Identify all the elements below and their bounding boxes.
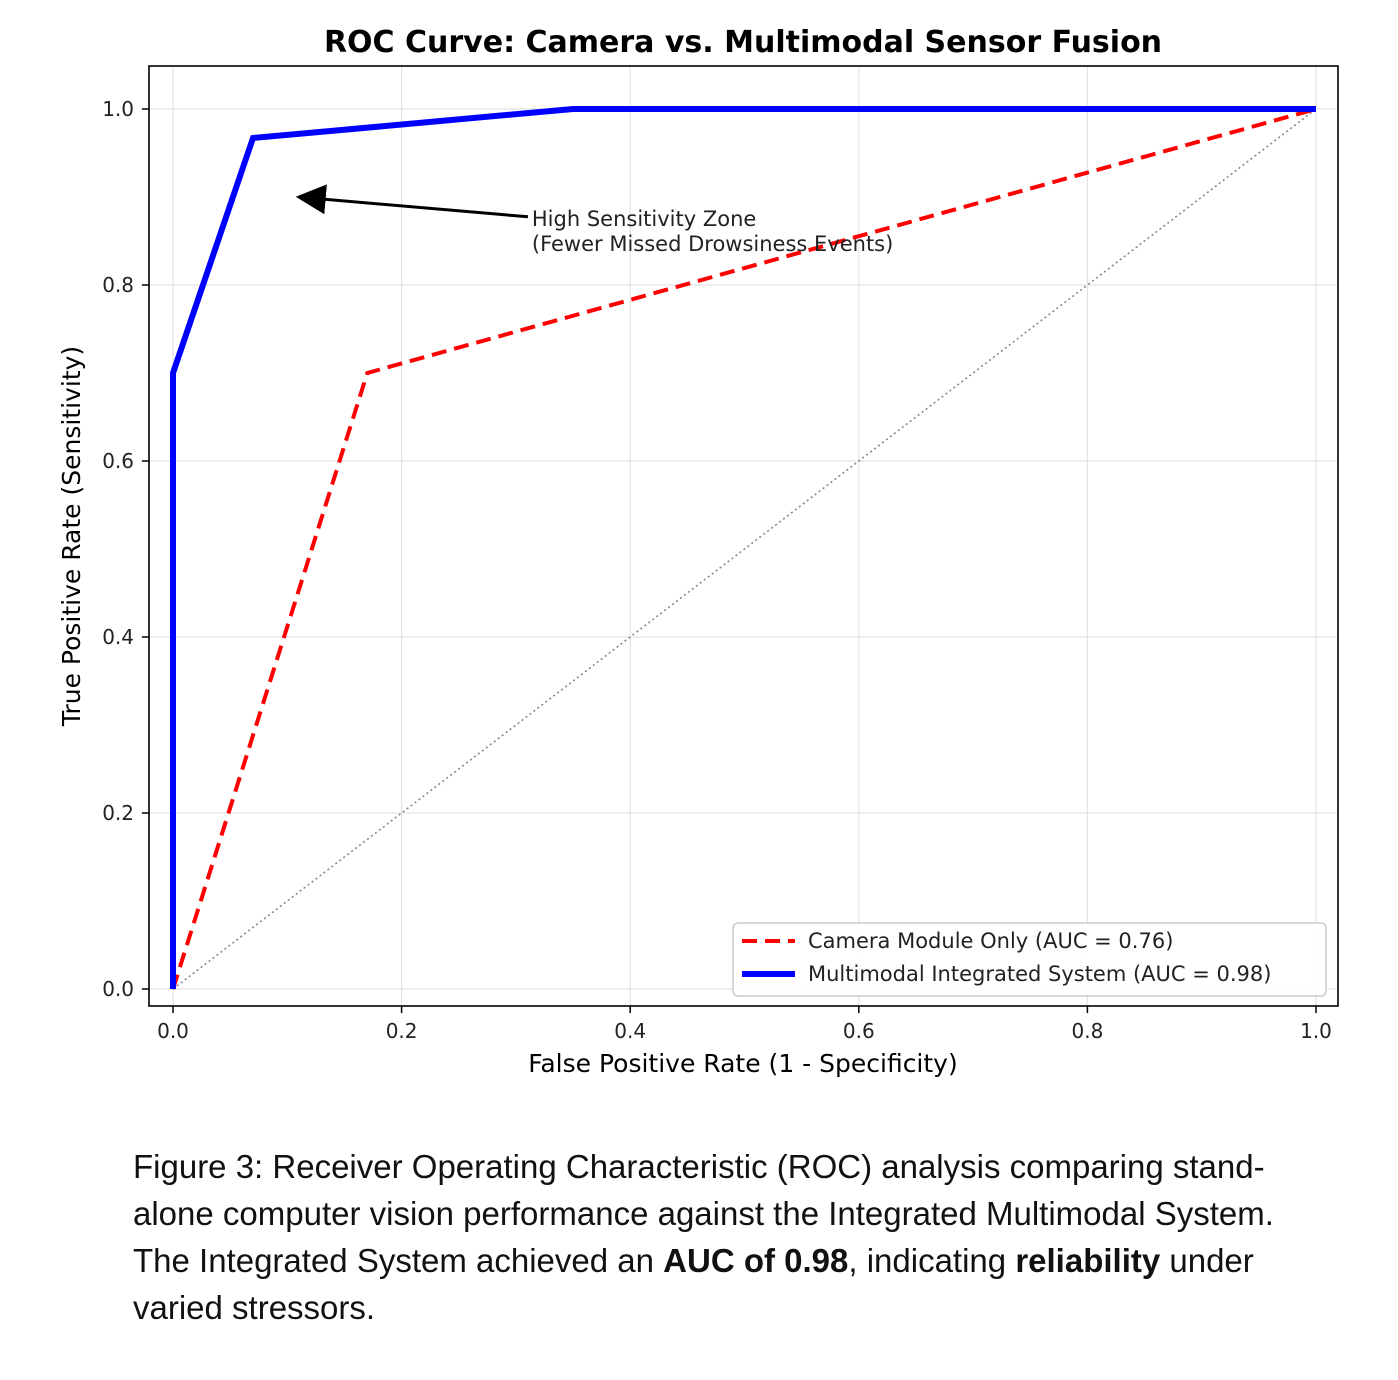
caption-text-2: , indicating bbox=[848, 1242, 1016, 1279]
y-tick-label: 0.6 bbox=[102, 449, 134, 473]
caption-text-3: under varied stressors. bbox=[133, 1242, 1254, 1326]
x-axis-label: False Positive Rate (1 - Specificity) bbox=[528, 1049, 957, 1078]
x-tick-label: 0.8 bbox=[1071, 1019, 1103, 1043]
legend-label-multimodal: Multimodal Integrated System (AUC = 0.98… bbox=[808, 962, 1271, 986]
roc-chart: ROC Curve: Camera vs. Multimodal Sensor … bbox=[57, 25, 1339, 1078]
caption-bold-reliability: reliability bbox=[1015, 1242, 1161, 1279]
y-tick-label: 1.0 bbox=[102, 97, 134, 121]
plot-frame bbox=[148, 65, 1339, 1007]
y-tick-label: 0.8 bbox=[102, 273, 134, 297]
axis-ticks: 0.0 0.2 0.4 0.6 0.8 1.0 0.0 0.2 0.4 0.6 0.8 1.0 bbox=[102, 97, 1332, 1043]
figure-caption: Figure 3: Receiver Operating Characteris… bbox=[133, 1143, 1333, 1331]
chart-title: ROC Curve: Camera vs. Multimodal Sensor … bbox=[324, 25, 1162, 60]
legend: Camera Module Only (AUC = 0.76) Multimod… bbox=[732, 922, 1327, 997]
y-tick-label: 0.4 bbox=[102, 625, 134, 649]
y-axis-label: True Positive Rate (Sensitivity) bbox=[57, 346, 86, 727]
x-tick-label: 1.0 bbox=[1300, 1019, 1332, 1043]
series-line-camera bbox=[171, 107, 1317, 990]
x-tick-label: 0.6 bbox=[843, 1019, 875, 1043]
grid-lines bbox=[149, 66, 1338, 1006]
caption-bold-auc: AUC of 0.98 bbox=[663, 1242, 849, 1279]
annotation-arrow bbox=[295, 184, 529, 219]
series-line-multimodal bbox=[170, 106, 1316, 989]
series-layer bbox=[170, 106, 1317, 990]
y-tick-label: 0.0 bbox=[102, 977, 134, 1001]
legend-box bbox=[732, 922, 1327, 997]
caption-text-1: Figure 3: Receiver Operating Characteris… bbox=[133, 1148, 1274, 1279]
legend-label-camera: Camera Module Only (AUC = 0.76) bbox=[808, 929, 1173, 953]
series-line-chance bbox=[172, 108, 1317, 990]
annotation-line2: (Fewer Missed Drowsiness Events) bbox=[532, 232, 893, 256]
x-tick-label: 0.2 bbox=[386, 1019, 418, 1043]
annotation: High Sensitivity Zone (Fewer Missed Drow… bbox=[295, 184, 893, 256]
x-tick-label: 0.4 bbox=[614, 1019, 646, 1043]
annotation-line1: High Sensitivity Zone bbox=[532, 207, 756, 231]
x-tick-label: 0.0 bbox=[157, 1019, 189, 1043]
y-tick-label: 0.2 bbox=[102, 801, 134, 825]
